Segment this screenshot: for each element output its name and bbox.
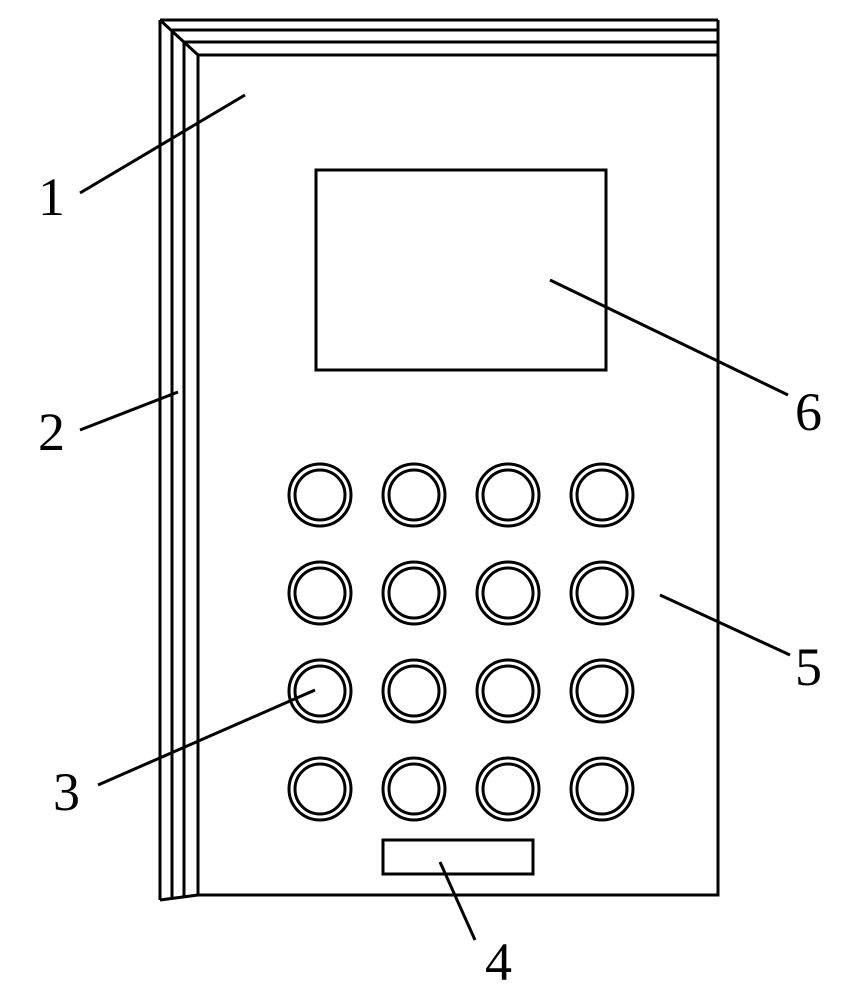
bottom-slot	[383, 840, 533, 874]
callout-label-5: 5	[795, 637, 822, 697]
keypad-button	[477, 660, 539, 722]
device-top-left-diagonal	[160, 20, 198, 55]
callout-label-2: 2	[38, 402, 65, 462]
keypad-button	[383, 660, 445, 722]
keypad-button	[383, 562, 445, 624]
callout-label-4: 4	[485, 932, 512, 992]
keypad-button	[571, 660, 633, 722]
keypad-button	[477, 758, 539, 820]
device-bottom-left-diagonal	[160, 895, 198, 900]
callout-line-6	[550, 280, 788, 395]
keypad-button	[289, 562, 351, 624]
callout-line-3	[98, 690, 315, 785]
callout-label-6: 6	[795, 382, 822, 442]
keypad-button	[289, 758, 351, 820]
keypad-button	[571, 464, 633, 526]
callout-label-3: 3	[53, 762, 80, 822]
keypad-button	[571, 562, 633, 624]
keypad-button	[383, 464, 445, 526]
callout-line-1	[80, 95, 245, 193]
keypad-button	[289, 660, 351, 722]
keypad-button	[571, 758, 633, 820]
callout-line-5	[660, 595, 790, 655]
keypad-button	[477, 562, 539, 624]
callout-label-1: 1	[38, 167, 65, 227]
keypad-button	[383, 758, 445, 820]
screen	[316, 170, 606, 370]
keypad-button	[289, 464, 351, 526]
keypad-button	[477, 464, 539, 526]
device-front-face	[198, 55, 718, 895]
callout-line-2	[80, 392, 178, 430]
